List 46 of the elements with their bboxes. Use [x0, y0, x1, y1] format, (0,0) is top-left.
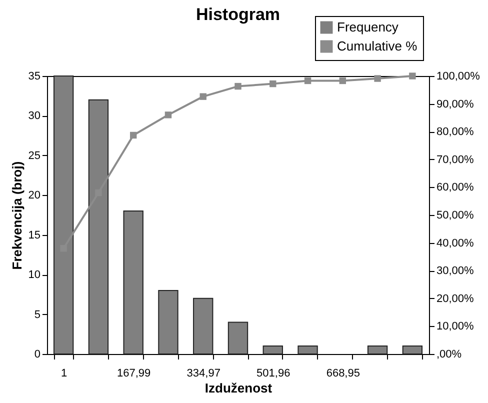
legend-label: Cumulative % [337, 38, 418, 54]
bar [298, 346, 318, 354]
y2-tick-label: 40,00% [436, 237, 474, 250]
y-tick-label: 30 [28, 110, 40, 122]
y-tick-label: 35 [28, 70, 40, 82]
point [200, 93, 206, 100]
bar [228, 322, 248, 354]
y-axis-title: Frekvencija (broj) [9, 161, 24, 270]
point [374, 75, 381, 82]
point [164, 112, 172, 118]
y2-tick-label: 50,00% [436, 210, 474, 222]
bar [193, 298, 214, 354]
x-axis-title: Izduženost [204, 380, 273, 396]
y-tick-label: 25 [28, 150, 40, 162]
bar [123, 210, 144, 354]
point [304, 77, 312, 84]
y-tick-label: 10 [28, 269, 40, 282]
point [130, 132, 137, 139]
y2-tick-label: 70,00% [436, 154, 474, 166]
bar [158, 290, 178, 354]
y-tick-label: 5 [34, 308, 40, 321]
y2-tick-label: 60,00% [436, 182, 474, 194]
bar [402, 346, 423, 354]
y2-tick-label: ,00% [436, 348, 462, 360]
y2-tick-label: 80,00% [436, 126, 474, 138]
y2-tick-label: 100,00% [436, 70, 480, 82]
legend-label: Frequency [337, 20, 399, 34]
point [234, 82, 242, 90]
y2-tick-label: 90,00% [436, 98, 474, 110]
x-tick-label: 501,96 [256, 368, 290, 380]
point [409, 72, 416, 80]
bar [262, 346, 283, 354]
y2-tick-label: 30,00% [436, 265, 474, 278]
x-tick-label: 167,99 [117, 368, 151, 380]
bar [367, 346, 388, 354]
y-tick-label: 20 [28, 190, 40, 202]
chart-title: Histogram [196, 5, 280, 24]
x-tick-label: 1 [61, 368, 68, 380]
x-tick-label: 668,95 [326, 368, 360, 380]
y-tick-label: 0 [34, 348, 40, 360]
point [270, 80, 276, 88]
y2-tick-label: 20,00% [436, 292, 474, 305]
point [339, 77, 346, 84]
x-tick-label: 334,97 [186, 368, 220, 380]
y2-tick-label: 10,00% [436, 320, 474, 333]
y-tick-label: 15 [28, 229, 40, 242]
